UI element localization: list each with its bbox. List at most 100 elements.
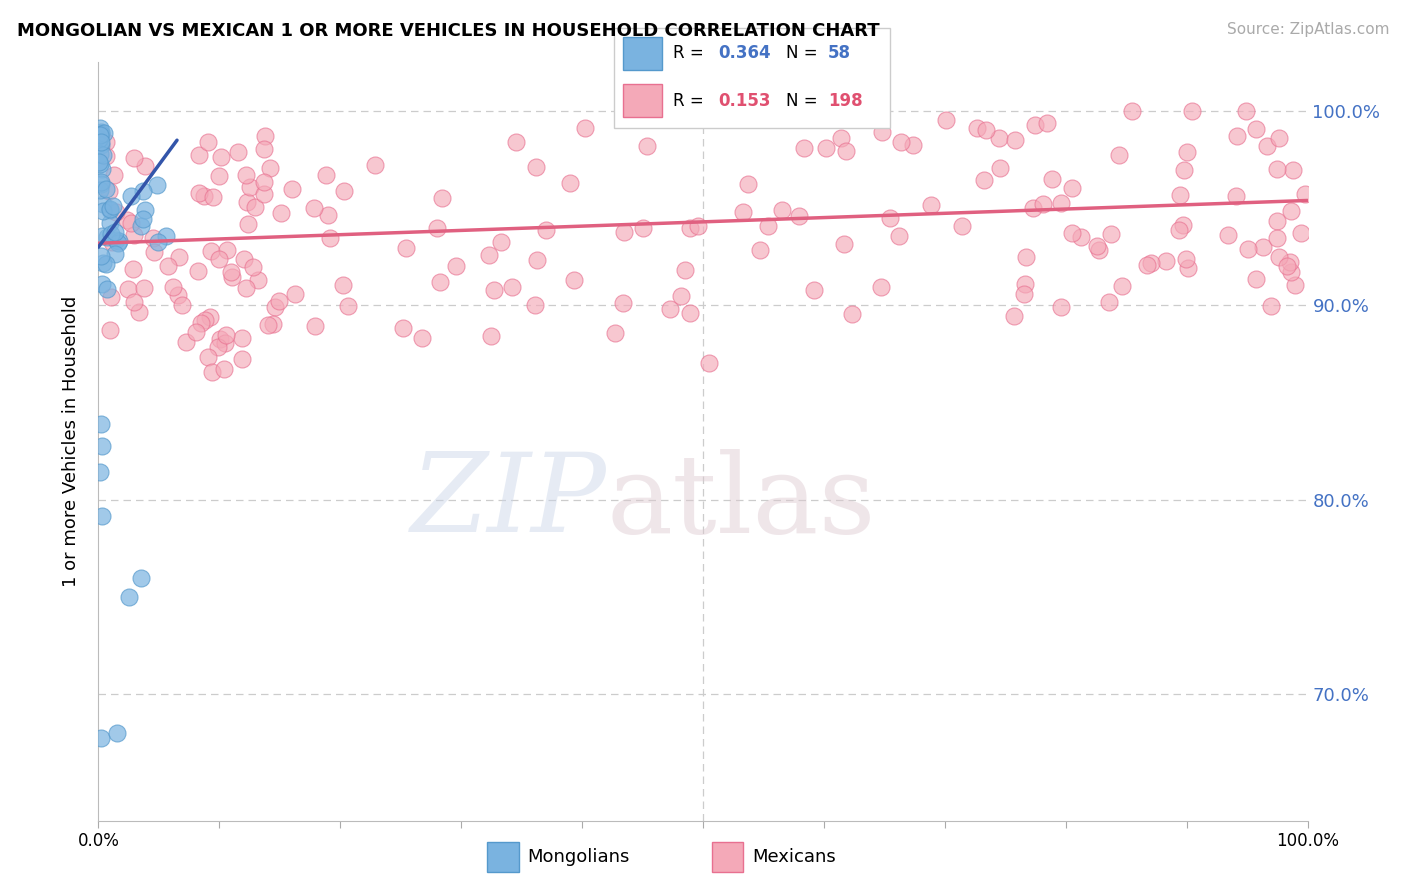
Point <box>208 169 231 184</box>
Point <box>832 237 855 252</box>
Point <box>197 136 219 150</box>
Point <box>87 137 110 152</box>
Point <box>1225 128 1247 143</box>
Point <box>253 186 276 201</box>
Point <box>1237 242 1260 256</box>
Point <box>190 316 212 330</box>
Point <box>219 265 242 279</box>
Point <box>1154 253 1177 268</box>
Point <box>505 135 527 149</box>
Point <box>1173 162 1195 177</box>
Point <box>281 182 304 196</box>
Point <box>501 279 523 293</box>
Point <box>91 148 114 162</box>
Point <box>270 206 292 220</box>
Point <box>134 203 156 218</box>
Point <box>90 138 112 153</box>
Point <box>146 178 169 193</box>
Point <box>89 466 111 480</box>
Text: Source: ZipAtlas.com: Source: ZipAtlas.com <box>1226 22 1389 37</box>
Point <box>122 261 145 276</box>
Point <box>253 142 276 156</box>
Point <box>1278 255 1301 269</box>
Point <box>194 312 217 326</box>
Y-axis label: 1 or more Vehicles in Household: 1 or more Vehicles in Household <box>62 296 80 587</box>
Point <box>91 229 114 244</box>
Point <box>101 235 124 249</box>
Point <box>731 205 754 219</box>
Point <box>1032 197 1054 211</box>
Point <box>737 177 759 191</box>
Point <box>90 417 112 431</box>
Point <box>1099 227 1122 241</box>
Point <box>1234 103 1257 118</box>
Point <box>208 333 231 347</box>
Point <box>1289 226 1312 240</box>
Point <box>239 179 262 194</box>
Point <box>208 252 231 266</box>
Point <box>215 328 238 343</box>
Point <box>787 209 810 223</box>
Point <box>104 233 127 247</box>
Point <box>96 230 118 244</box>
Point <box>392 321 415 335</box>
Point <box>1265 231 1288 245</box>
Text: ZIP: ZIP <box>411 449 606 556</box>
Point <box>93 126 115 140</box>
Point <box>259 161 281 175</box>
Point <box>1004 133 1026 147</box>
Point <box>429 275 451 289</box>
Point <box>631 221 654 235</box>
Point <box>221 269 243 284</box>
Point <box>174 335 197 350</box>
Point <box>243 200 266 214</box>
Point <box>96 282 118 296</box>
Point <box>489 235 512 249</box>
Point <box>974 122 997 136</box>
Point <box>841 307 863 321</box>
Point <box>688 219 710 234</box>
Point <box>91 197 114 211</box>
Point <box>233 252 256 266</box>
Point <box>479 329 502 343</box>
Text: 58: 58 <box>828 45 851 62</box>
Point <box>1256 138 1278 153</box>
Point <box>315 169 337 183</box>
Point <box>247 272 270 286</box>
Point <box>1140 256 1163 270</box>
Point <box>1244 271 1267 285</box>
Point <box>129 219 152 233</box>
Point <box>262 317 284 331</box>
Point <box>1015 250 1038 264</box>
Point <box>128 304 150 318</box>
Point <box>90 178 112 192</box>
Point <box>100 290 122 304</box>
Point <box>1168 188 1191 202</box>
Point <box>91 204 114 219</box>
Point <box>94 257 117 271</box>
Point <box>122 228 145 243</box>
Point <box>749 244 772 258</box>
Point <box>534 223 557 237</box>
Point <box>793 140 815 154</box>
Point <box>132 281 155 295</box>
Point <box>142 245 165 260</box>
Point <box>98 203 121 218</box>
Point <box>90 135 112 149</box>
Point <box>104 246 127 260</box>
Point <box>90 175 112 189</box>
Point <box>1265 214 1288 228</box>
Point <box>104 204 127 219</box>
Point <box>1284 278 1306 293</box>
Point <box>214 335 236 350</box>
Point <box>835 145 858 159</box>
Point <box>332 278 354 293</box>
Point <box>814 141 837 155</box>
Point <box>1268 250 1291 264</box>
Point <box>364 158 387 172</box>
Point <box>98 216 121 230</box>
Point <box>1279 203 1302 218</box>
Point <box>1004 309 1026 323</box>
Point <box>526 253 548 268</box>
Point <box>90 127 112 141</box>
